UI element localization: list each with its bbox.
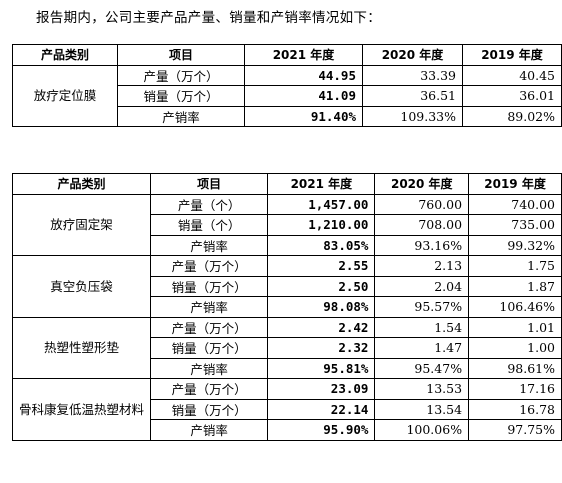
table-header-row: 产品类别 项目 2021 年度 2020 年度 2019 年度 xyxy=(12,44,562,66)
value-2019-cell: 1.01 xyxy=(468,316,562,338)
item-cell: 产销率 xyxy=(150,296,269,318)
value-2020-cell: 36.51 xyxy=(362,85,463,107)
value-2020-cell: 760.00 xyxy=(374,193,470,215)
value-2020-cell: 2.13 xyxy=(374,255,470,277)
table-row: 销量（个） 1,210.00 708.00 735.00 xyxy=(13,214,562,236)
header-2019: 2019 年度 xyxy=(462,44,562,66)
item-cell: 销量（个） xyxy=(150,214,269,236)
product-category-cell: 热塑性塑形垫 xyxy=(11,316,152,379)
table-row: 放疗固定架 产量（个） 1,457.00 760.00 740.00 xyxy=(11,193,562,256)
item-cell: 销量（万个） xyxy=(150,337,269,359)
product-category-cell: 放疗固定架 xyxy=(11,193,152,256)
header-2021: 2021 年度 xyxy=(244,44,363,66)
table-row: 产销率 95.90% 100.06% 97.75% xyxy=(13,419,562,441)
value-2020-cell: 13.53 xyxy=(374,378,470,400)
value-2020-cell: 2.04 xyxy=(374,275,470,297)
header-2021: 2021 年度 xyxy=(267,173,376,195)
header-item: 项目 xyxy=(117,44,245,66)
value-2021-cell: 1,457.00 xyxy=(267,193,376,215)
value-2021-cell: 1,210.00 xyxy=(267,214,376,236)
intro-text: 报告期内，公司主要产品产量、销量和产销率情况如下： xyxy=(36,10,381,26)
header-2020: 2020 年度 xyxy=(374,173,470,195)
table-row: 真空负压袋 产量（万个） 2.55 2.13 1.75 xyxy=(11,255,562,318)
value-2021-cell: 2.50 xyxy=(267,275,376,297)
value-2019-cell: 740.00 xyxy=(468,193,562,215)
header-2020: 2020 年度 xyxy=(362,44,463,66)
value-2020-cell: 708.00 xyxy=(374,214,470,236)
item-cell: 产销率 xyxy=(150,357,269,379)
value-2021-cell: 22.14 xyxy=(267,398,376,420)
value-2020-cell: 109.33% xyxy=(362,105,463,127)
table-row: 产销率 91.40% 109.33% 89.02% xyxy=(13,105,562,127)
value-2020-cell: 93.16% xyxy=(374,234,470,256)
value-2021-cell: 2.32 xyxy=(267,337,376,359)
value-2020-cell: 13.54 xyxy=(374,398,470,420)
value-2019-cell: 97.75% xyxy=(468,419,562,441)
header-2019: 2019 年度 xyxy=(468,173,562,195)
value-2021-cell: 98.08% xyxy=(267,296,376,318)
table-body: 放疗固定架 产量（个） 1,457.00 760.00 740.00 销量（个） 1,210… xyxy=(11,193,562,441)
table-row: 产销率 83.05% 93.16% 99.32% xyxy=(13,234,562,256)
value-2020-cell: 95.47% xyxy=(374,357,470,379)
item-cell: 产销率 xyxy=(117,105,245,127)
value-2021-cell: 44.95 xyxy=(244,64,363,86)
value-2020-cell: 100.06% xyxy=(374,419,470,441)
header-category: 产品类别 xyxy=(12,44,118,66)
table-row: 销量（万个） 2.50 2.04 1.87 xyxy=(13,275,562,297)
value-2021-cell: 91.40% xyxy=(244,105,363,127)
value-2019-cell: 16.78 xyxy=(468,398,562,420)
production-sales-table-1: 产品类别 项目 2021 年度 2020 年度 2019 年度 放疗定位膜 产量（… xyxy=(12,44,562,127)
header-item: 项目 xyxy=(150,173,269,195)
product-category-cell: 骨科康复低温热塑材料 xyxy=(11,378,152,441)
value-2021-cell: 2.55 xyxy=(267,255,376,277)
item-cell: 销量（万个） xyxy=(150,398,269,420)
table-header-row: 产品类别 项目 2021 年度 2020 年度 2019 年度 xyxy=(11,173,562,195)
table-row: 销量（万个） 2.32 1.47 1.00 xyxy=(13,337,562,359)
value-2021-cell: 2.42 xyxy=(267,316,376,338)
table-row: 骨科康复低温热塑材料 产量（万个） 23.09 13.53 17.16 xyxy=(11,378,562,441)
item-cell: 产销率 xyxy=(150,419,269,441)
value-2019-cell: 40.45 xyxy=(462,64,562,86)
table-row: 放疗定位膜 产量（万个） 44.95 33.39 40.45 xyxy=(12,64,562,127)
value-2021-cell: 83.05% xyxy=(267,234,376,256)
value-2019-cell: 1.00 xyxy=(468,337,562,359)
table-body: 放疗定位膜 产量（万个） 44.95 33.39 40.45 销量（万个） 41.09 36.… xyxy=(12,64,562,127)
item-cell: 产量（万个） xyxy=(117,64,245,86)
product-category-cell: 放疗定位膜 xyxy=(12,64,118,127)
header-category: 产品类别 xyxy=(11,173,152,195)
table-row: 产销率 98.08% 95.57% 106.46% xyxy=(13,296,562,318)
value-2019-cell: 36.01 xyxy=(462,85,562,107)
value-2020-cell: 1.47 xyxy=(374,337,470,359)
value-2019-cell: 1.87 xyxy=(468,275,562,297)
value-2021-cell: 95.81% xyxy=(267,357,376,379)
value-2019-cell: 735.00 xyxy=(468,214,562,236)
value-2019-cell: 106.46% xyxy=(468,296,562,318)
value-2019-cell: 99.32% xyxy=(468,234,562,256)
item-cell: 产量（万个） xyxy=(150,378,269,400)
value-2020-cell: 95.57% xyxy=(374,296,470,318)
value-2020-cell: 33.39 xyxy=(362,64,463,86)
table-row: 热塑性塑形垫 产量（万个） 2.42 1.54 1.01 xyxy=(11,316,562,379)
value-2019-cell: 98.61% xyxy=(468,357,562,379)
item-cell: 产量（万个） xyxy=(150,316,269,338)
table-row: 销量（万个） 22.14 13.54 16.78 xyxy=(13,398,562,420)
product-category-cell: 真空负压袋 xyxy=(11,255,152,318)
production-sales-table-2: 产品类别 项目 2021 年度 2020 年度 2019 年度 放疗固定架 产量（… xyxy=(11,173,562,441)
value-2019-cell: 89.02% xyxy=(462,105,562,127)
value-2019-cell: 17.16 xyxy=(468,378,562,400)
item-cell: 销量（万个） xyxy=(150,275,269,297)
value-2021-cell: 41.09 xyxy=(244,85,363,107)
value-2021-cell: 95.90% xyxy=(267,419,376,441)
item-cell: 产量（万个） xyxy=(150,255,269,277)
item-cell: 产销率 xyxy=(150,234,269,256)
item-cell: 销量（万个） xyxy=(117,85,245,107)
item-cell: 产量（个） xyxy=(150,193,269,215)
value-2020-cell: 1.54 xyxy=(374,316,470,338)
value-2021-cell: 23.09 xyxy=(267,378,376,400)
value-2019-cell: 1.75 xyxy=(468,255,562,277)
